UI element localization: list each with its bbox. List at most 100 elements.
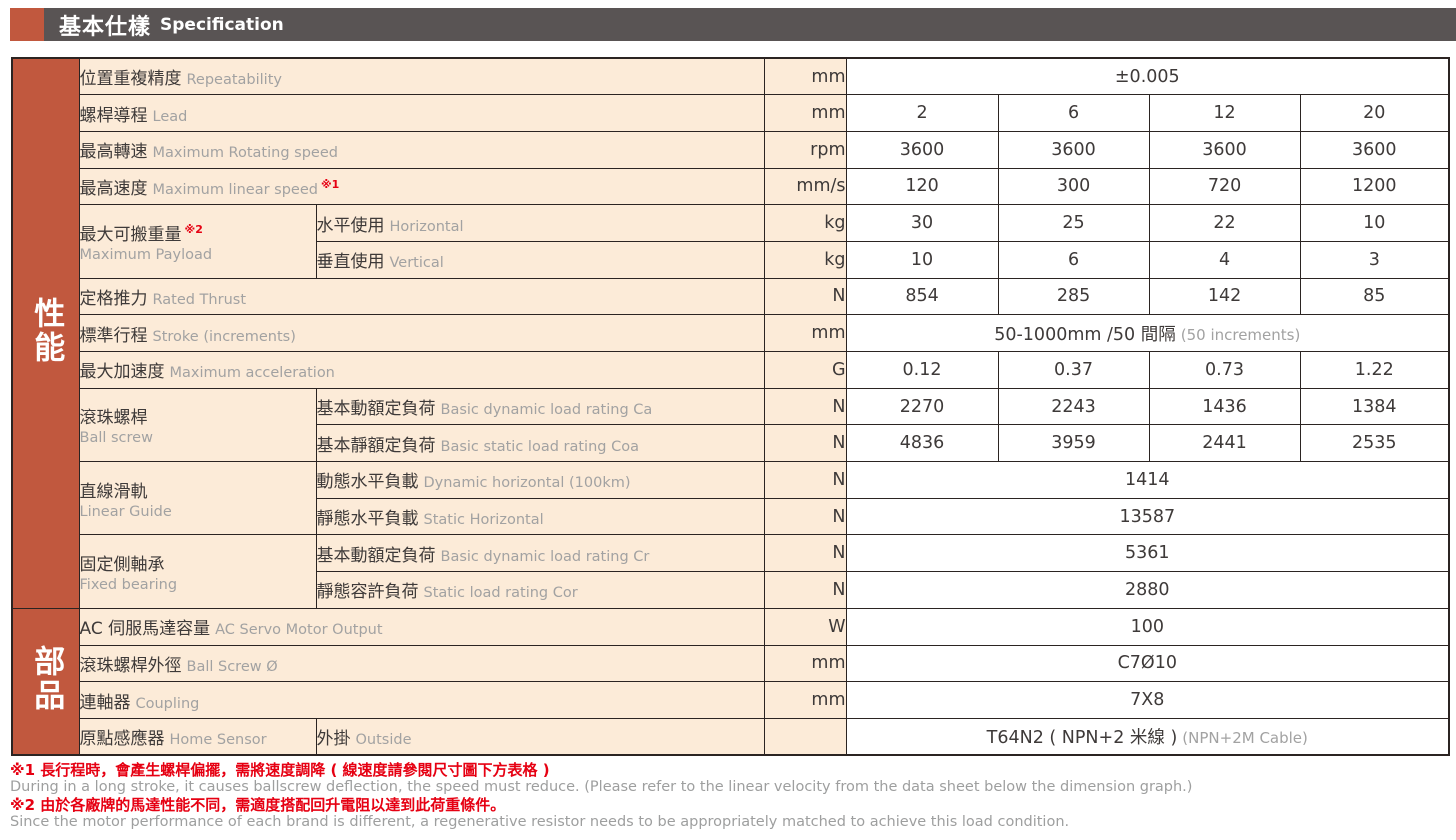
value-cell: 285 xyxy=(997,277,1150,316)
value-cell: 4 xyxy=(1148,240,1301,279)
label-max-rotating-speed: 最高轉速 Maximum Rotating speed xyxy=(78,130,765,169)
value-cell: 22 xyxy=(1148,204,1301,242)
value-cell: 1.22 xyxy=(1299,351,1450,389)
sublabel-static-load-coa: 基本靜額定負荷 Basic static load rating Coa xyxy=(315,424,765,463)
label-fixed-bearing: 固定側軸承 Fixed bearing xyxy=(78,534,317,609)
value-cell: 25 xyxy=(997,204,1150,242)
value-cell: 2 xyxy=(845,94,999,132)
row-guide-static: 靜態水平負載 Static Horizontal N 13587 xyxy=(12,497,1450,536)
label-ballscrew-diameter: 滾珠螺桿外徑 Ball Screw Ø xyxy=(78,644,765,683)
sidebar-performance: 性能 xyxy=(11,57,80,609)
value-cell: 3600 xyxy=(845,130,999,169)
row-lead: 螺桿導程 Lead mm 2 6 12 20 xyxy=(12,94,1450,132)
value-cell: 2535 xyxy=(1299,424,1450,463)
value-cell: 2270 xyxy=(845,387,999,426)
row-guide-dynamic: 直線滑軌 Linear Guide 動態水平負載 Dynamic horizonta… xyxy=(12,461,1450,536)
footnote-2-en: Since the motor performance of each bran… xyxy=(10,814,1070,830)
value-home-sensor: T64N2 ( NPN+2 米線 ) (NPN+2M Cable) xyxy=(845,717,1450,756)
unit-cell: W xyxy=(763,607,847,646)
unit-cell: mm xyxy=(763,94,847,132)
value-cell: C7Ø10 xyxy=(845,644,1450,683)
row-rated-thrust: 定格推力 Rated Thrust N 854 285 142 85 xyxy=(12,277,1450,316)
value-stroke: 50-1000mm /50 間隔 (50 increments) xyxy=(845,314,1450,352)
row-max-acceleration: 最大加速度 Maximum acceleration G 0.12 0.37 0.… xyxy=(12,351,1450,389)
label-servo-output: AC 伺服馬達容量 AC Servo Motor Output xyxy=(78,607,765,646)
row-bearing-dynamic: 固定側軸承 Fixed bearing 基本動額定負荷 Basic dynamic … xyxy=(12,534,1450,609)
unit-cell: mm xyxy=(763,681,847,719)
spec-table: 性能 位置重複精度 Repeatability mm ±0.005 螺桿導程 Lea… xyxy=(11,57,1451,757)
row-repeatability: 性能 位置重複精度 Repeatability mm ±0.005 xyxy=(11,57,1450,609)
sidebar-performance-label: 性能 xyxy=(28,297,65,366)
label-linear-guide: 直線滑軌 Linear Guide xyxy=(78,461,317,536)
value-cell: 5361 xyxy=(845,534,1450,573)
footnote-marker-1: ※1 xyxy=(320,177,340,191)
row-ballscrew-diameter: 滾珠螺桿外徑 Ball Screw Ø mm C7Ø10 xyxy=(12,644,1450,683)
value-cell: 854 xyxy=(845,277,999,316)
row-max-linear-speed: 最高速度 Maximum linear speed ※1 mm/s 120 300 … xyxy=(12,167,1450,206)
unit-cell: mm/s xyxy=(763,167,847,206)
label-coupling: 連軸器 Coupling xyxy=(78,681,765,719)
value-cell: 3600 xyxy=(997,130,1150,169)
value-cell: 300 xyxy=(997,167,1150,206)
sublabel-dynamic-load-ca: 基本動額定負荷 Basic dynamic load rating Ca xyxy=(315,387,765,426)
sublabel-dynamic-load-cr: 基本動額定負荷 Basic dynamic load rating Cr xyxy=(315,534,765,573)
unit-cell: mm xyxy=(763,644,847,683)
value-cell: 20 xyxy=(1299,94,1450,132)
value-cell: 2243 xyxy=(997,387,1150,426)
row-bearing-static: 靜態容許負荷 Static load rating Cor N 2880 xyxy=(12,571,1450,609)
value-cell: 12 xyxy=(1148,94,1301,132)
value-cell: 3600 xyxy=(1299,130,1450,169)
value-cell: 1200 xyxy=(1299,167,1450,206)
value-cell: 1436 xyxy=(1148,387,1301,426)
label-max-acceleration: 最大加速度 Maximum acceleration xyxy=(78,351,765,389)
label-max-linear-speed: 最高速度 Maximum linear speed ※1 xyxy=(78,167,765,206)
value-repeatability: ±0.005 xyxy=(845,57,1450,96)
value-cell: 2880 xyxy=(845,571,1450,609)
value-cell: 30 xyxy=(845,204,999,242)
unit-cell: mm xyxy=(763,57,847,96)
page-title-en: Specification xyxy=(160,14,284,35)
unit-cell: N xyxy=(763,424,847,463)
row-coupling: 連軸器 Coupling mm 7X8 xyxy=(12,681,1450,719)
value-cell: 4836 xyxy=(845,424,999,463)
value-cell: 3600 xyxy=(1148,130,1301,169)
label-home-sensor: 原點感應器 Home Sensor xyxy=(78,717,317,756)
page-title-zh: 基本仕樣 xyxy=(59,14,152,40)
value-cell: 142 xyxy=(1148,277,1301,316)
row-stroke: 標準行程 Stroke (increments) mm 50-1000mm /50… xyxy=(12,314,1450,352)
label-lead: 螺桿導程 Lead xyxy=(78,94,765,132)
label-max-payload: 最大可搬重量 ※2 Maximum Payload xyxy=(78,204,317,279)
value-cell: 1384 xyxy=(1299,387,1450,426)
sidebar-parts-label: 部品 xyxy=(28,645,65,714)
sidebar-parts: 部品 xyxy=(11,607,80,756)
unit-cell: N xyxy=(763,534,847,573)
value-cell: 720 xyxy=(1148,167,1301,206)
accent-square-icon xyxy=(10,8,44,41)
footnote-2-zh: ※2 由於各廠牌的馬達性能不同，需適度搭配回升電阻以達到此荷重條件。 xyxy=(10,796,506,814)
sublabel-outside: 外掛 Outside xyxy=(315,717,765,756)
unit-cell: kg xyxy=(763,204,847,242)
unit-cell-empty xyxy=(763,717,847,756)
row-ballscrew-dynamic: 滾珠螺桿 Ball screw 基本動額定負荷 Basic dynamic load… xyxy=(12,387,1450,463)
section-title-bar: 基本仕樣 Specification xyxy=(44,8,1456,41)
unit-cell: mm xyxy=(763,314,847,352)
unit-cell: kg xyxy=(763,240,847,279)
value-cell: 0.73 xyxy=(1148,351,1301,389)
value-cell: 2441 xyxy=(1148,424,1301,463)
label-repeatability: 位置重複精度 Repeatability xyxy=(78,57,765,96)
value-cell: 0.37 xyxy=(997,351,1150,389)
unit-cell: N xyxy=(763,571,847,609)
sublabel-static-horizontal: 靜態水平負載 Static Horizontal xyxy=(315,497,765,536)
section-header: 基本仕樣 Specification xyxy=(10,8,1456,41)
row-home-sensor: 原點感應器 Home Sensor 外掛 Outside T64N2 ( NPN+2… xyxy=(12,717,1450,756)
value-cell: 3 xyxy=(1299,240,1450,279)
sublabel-horizontal: 水平使用 Horizontal xyxy=(315,204,765,242)
value-cell: 85 xyxy=(1299,277,1450,316)
value-cell: 6 xyxy=(997,94,1150,132)
unit-cell: rpm xyxy=(763,130,847,169)
value-cell: 7X8 xyxy=(845,681,1450,719)
footnote-1-zh: ※1 長行程時，會產生螺桿偏擺，需將速度調降 ( 線速度請參閱尺寸圖下方表格 ) xyxy=(10,761,550,779)
label-rated-thrust: 定格推力 Rated Thrust xyxy=(78,277,765,316)
footnote-1-en: During in a long stroke, it causes balls… xyxy=(10,779,1193,795)
value-cell: 10 xyxy=(845,240,999,279)
